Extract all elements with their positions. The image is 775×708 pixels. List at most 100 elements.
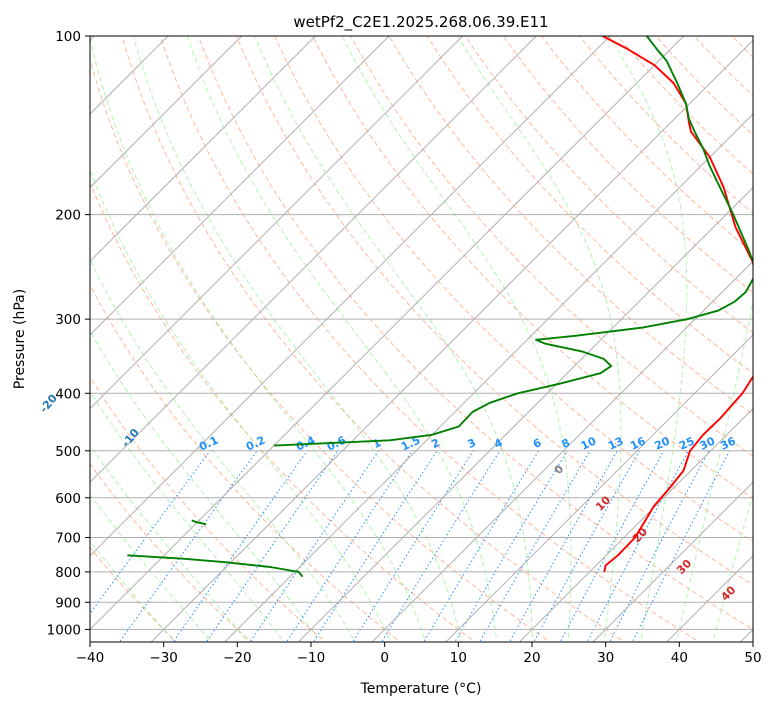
isotherm-line [90, 36, 685, 631]
dry-adiabat [731, 36, 753, 58]
moist-adiabat-label: 40 [718, 583, 738, 603]
mixing-ratio-line [312, 450, 438, 642]
x-axis-label: Temperature (°C) [360, 681, 482, 697]
background-lines [90, 23, 775, 645]
profile-line [127, 554, 304, 578]
profile-line [273, 36, 753, 447]
isotherm-line [90, 36, 611, 557]
mixing-ratio-label: 2 [429, 436, 441, 451]
mixing-ratio-line [632, 450, 731, 642]
y-tick-label: 700 [55, 531, 81, 547]
dry-adiabat [90, 463, 252, 642]
isotherm-line [445, 334, 753, 642]
y-tick-label: 600 [55, 491, 81, 507]
dry-adiabat [350, 36, 753, 457]
x-axis: −40 −30 −20 −10 0 10 20 30 40 50 [76, 642, 762, 666]
y-tick-label: 900 [55, 595, 81, 611]
mixing-ratio-label: 25 [677, 434, 696, 452]
moist-adiabat [90, 444, 249, 642]
isotherm-line [224, 113, 753, 642]
dry-adiabat [617, 36, 753, 175]
moist-adiabat [608, 36, 688, 642]
moist-adiabat [456, 36, 622, 642]
mixing-ratio-line [559, 450, 665, 642]
isotherm-line [90, 36, 390, 336]
moist-adiabat [254, 36, 533, 642]
x-tick-label: 10 [450, 650, 467, 666]
dry-adiabat [90, 283, 402, 642]
moist-adiabat [712, 492, 753, 642]
mixing-ratio-line [205, 450, 339, 642]
dry-adiabat [235, 36, 753, 586]
mixing-ratio-line [286, 450, 413, 642]
isotherm-line [90, 36, 464, 410]
mixing-ratio-label: 36 [718, 434, 738, 452]
mixing-ratio-label: 6 [531, 436, 544, 451]
mixing-ratio-label: 4 [492, 436, 505, 451]
x-tick-label: 40 [671, 650, 688, 666]
mixing-ratio-line [454, 450, 568, 642]
mixing-ratio-line [249, 450, 379, 642]
y-tick-label: 200 [55, 208, 81, 224]
x-tick-label: 20 [523, 650, 540, 666]
moist-adiabat [90, 390, 285, 642]
x-tick-label: −20 [223, 650, 252, 666]
x-tick-label: −30 [149, 650, 178, 666]
isotherm-line [298, 186, 753, 642]
moist-adiabat [90, 329, 321, 642]
y-axis-label: Pressure (hPa) [12, 289, 28, 389]
y-tick-label: 1000 [47, 622, 81, 638]
moist-adiabat [90, 258, 356, 642]
y-tick-label: 500 [55, 444, 81, 460]
dry-adiabat [757, 23, 775, 645]
isotherm-line [371, 260, 753, 642]
dry-adiabat [693, 36, 753, 97]
isotherm-line [90, 36, 537, 483]
isotherm-line [519, 407, 753, 642]
isotherm-line [90, 36, 243, 189]
plot-frame [89, 35, 754, 643]
dry-adiabat [159, 36, 701, 642]
x-tick-label: −40 [76, 650, 105, 666]
x-tick-label: −10 [297, 650, 326, 666]
y-tick-label: 400 [55, 386, 81, 402]
chart-title: wetPf2_C2E1.2025.268.06.39.E11 [293, 13, 548, 32]
mixing-ratio-label: 20 [652, 434, 672, 452]
x-tick-label: 50 [744, 650, 761, 666]
dry-adiabat [312, 36, 753, 499]
moist-adiabat [90, 493, 212, 642]
mixing-ratio-label: 3 [466, 436, 478, 451]
isotherm-line [150, 39, 753, 642]
dry-adiabat [426, 36, 753, 374]
mixing-ratio-line [352, 450, 474, 642]
isotherm-line [592, 481, 753, 642]
y-tick-label: 100 [55, 29, 81, 45]
mixing-ratio-line [609, 450, 710, 642]
x-tick-label: 30 [597, 650, 614, 666]
y-tick-label: 800 [55, 565, 81, 581]
moist-adiabat [132, 36, 462, 642]
y-tick-label: 300 [55, 312, 81, 328]
mixing-ratio-line [381, 450, 501, 642]
moist-adiabat-label: 30 [674, 557, 694, 577]
dry-adiabat [121, 36, 626, 642]
y-axis: 100 200 300 400 500 600 700 800 900 1000 [47, 29, 90, 638]
dry-adiabat [464, 36, 753, 334]
mixing-ratio-line [479, 450, 591, 642]
mixing-ratio-line [172, 450, 308, 642]
mixing-ratio-label: 16 [628, 434, 648, 452]
dry-adiabat [90, 181, 476, 642]
moist-adiabat [90, 168, 392, 642]
mixing-ratio-line [90, 450, 211, 615]
dry-adiabat [274, 36, 753, 542]
x-tick-label: 0 [380, 650, 389, 666]
dry-adiabat [388, 36, 753, 416]
isotherm-line [90, 36, 316, 262]
moist-adiabat [90, 36, 427, 642]
sounding-profiles [127, 36, 753, 578]
isotherm-line [666, 555, 753, 642]
mixing-ratio-label: 13 [606, 434, 625, 452]
dry-adiabat [655, 36, 753, 136]
profile-line [191, 519, 207, 526]
